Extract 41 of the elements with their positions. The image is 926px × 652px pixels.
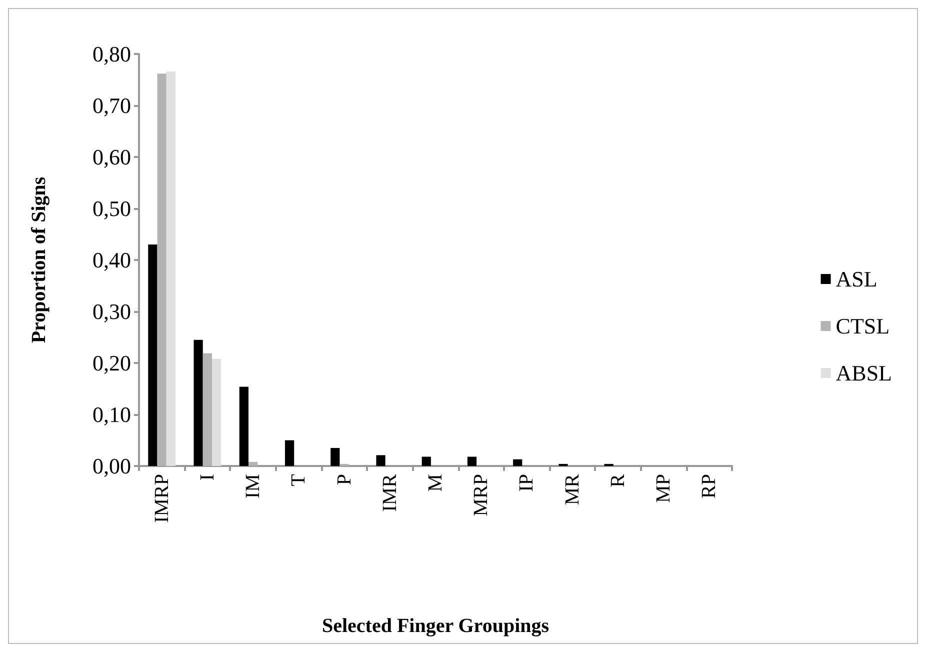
bar: [330, 448, 340, 466]
x-tick-label: M: [424, 474, 446, 492]
x-tick-label: MR: [561, 473, 584, 506]
x-tick-label: T: [288, 474, 310, 486]
y-tick-label: 0,00: [92, 454, 131, 478]
y-tick-label: 0,30: [92, 299, 131, 324]
x-tick-label: RP: [698, 474, 720, 498]
bar: [157, 74, 166, 466]
x-tick-label: IM: [242, 474, 264, 498]
bar: [376, 455, 386, 466]
y-tick-label: 0,20: [92, 350, 131, 376]
x-tick-label: IP: [516, 474, 538, 492]
x-tick-label: R: [606, 473, 629, 488]
y-tick-label: 0,50: [92, 196, 131, 221]
bar: [239, 386, 248, 466]
bar: [166, 72, 176, 466]
bar: [248, 462, 258, 466]
x-tick-label: P: [333, 474, 356, 486]
x-tick-label: MRP: [470, 474, 492, 516]
bar: [422, 456, 431, 466]
bar: [212, 358, 222, 466]
y-tick-label: 0,80: [92, 42, 131, 66]
y-tick-label: 0,70: [92, 93, 131, 118]
y-tick-label: 0,10: [92, 402, 131, 427]
legend-label: ABSL: [836, 360, 892, 386]
legend-label: CTSL: [836, 314, 890, 338]
y-tick-label: 0,60: [92, 144, 131, 170]
x-tick-label: IMRP: [150, 474, 173, 523]
y-tick-label: 0,40: [92, 248, 131, 272]
bar: [148, 244, 158, 466]
bar: [194, 340, 203, 466]
bar: [284, 440, 294, 466]
bar: [513, 459, 522, 466]
legend-label: ASL: [836, 266, 878, 292]
x-tick-label: IMR: [378, 473, 401, 512]
x-tick-label: I: [196, 474, 218, 481]
y-axis-title: Proportion of Signs: [28, 176, 50, 344]
x-tick-label: MP: [652, 474, 675, 503]
bar: [467, 456, 477, 466]
bar: [202, 353, 212, 466]
x-axis-title: Selected Finger Groupings: [322, 615, 550, 637]
